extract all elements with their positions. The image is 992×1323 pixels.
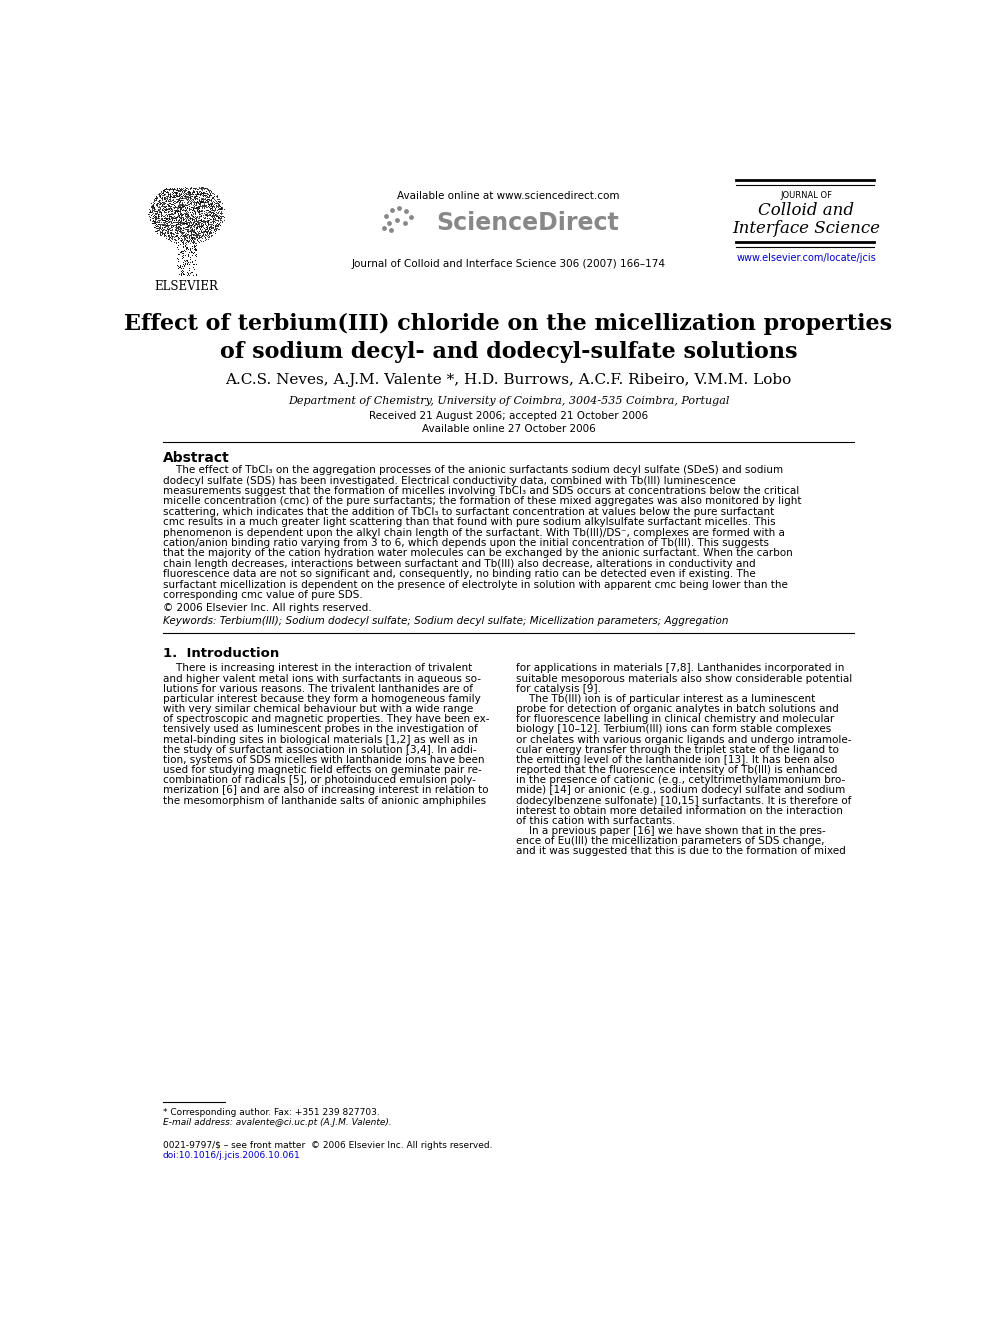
Text: 1.  Introduction: 1. Introduction (163, 647, 279, 660)
Text: JOURNAL OF: JOURNAL OF (780, 191, 832, 200)
Text: Interface Science: Interface Science (732, 221, 880, 237)
Text: the mesomorphism of lanthanide salts of anionic amphiphiles: the mesomorphism of lanthanide salts of … (163, 795, 486, 806)
Text: of this cation with surfactants.: of this cation with surfactants. (516, 816, 676, 826)
Text: cation/anion binding ratio varying from 3 to 6, which depends upon the initial c: cation/anion binding ratio varying from … (163, 538, 769, 548)
Text: Received 21 August 2006; accepted 21 October 2006: Received 21 August 2006; accepted 21 Oct… (369, 411, 648, 421)
Text: 0021-9797/$ – see front matter  © 2006 Elsevier Inc. All rights reserved.: 0021-9797/$ – see front matter © 2006 El… (163, 1140, 492, 1150)
Text: probe for detection of organic analytes in batch solutions and: probe for detection of organic analytes … (516, 704, 839, 714)
Text: * Corresponding author. Fax: +351 239 827703.: * Corresponding author. Fax: +351 239 82… (163, 1109, 380, 1117)
Text: particular interest because they form a homogeneous family: particular interest because they form a … (163, 695, 480, 704)
Text: of spectroscopic and magnetic properties. They have been ex-: of spectroscopic and magnetic properties… (163, 714, 489, 724)
Text: that the majority of the cation hydration water molecules can be exchanged by th: that the majority of the cation hydratio… (163, 548, 793, 558)
Text: The effect of TbCl₃ on the aggregation processes of the anionic surfactants sodi: The effect of TbCl₃ on the aggregation p… (163, 466, 783, 475)
Text: fluorescence data are not so significant and, consequently, no binding ratio can: fluorescence data are not so significant… (163, 569, 756, 579)
Text: Effect of terbium(III) chloride on the micellization properties
of sodium decyl-: Effect of terbium(III) chloride on the m… (124, 312, 893, 363)
Text: merization [6] and are also of increasing interest in relation to: merization [6] and are also of increasin… (163, 786, 488, 795)
Text: cmc results in a much greater light scattering than that found with pure sodium : cmc results in a much greater light scat… (163, 517, 776, 527)
Text: ence of Eu(III) the micellization parameters of SDS change,: ence of Eu(III) the micellization parame… (516, 836, 824, 847)
Text: www.elsevier.com/locate/jcis: www.elsevier.com/locate/jcis (736, 253, 876, 263)
Text: ELSEVIER: ELSEVIER (155, 280, 218, 294)
Text: for applications in materials [7,8]. Lanthanides incorporated in: for applications in materials [7,8]. Lan… (516, 664, 844, 673)
Text: In a previous paper [16] we have shown that in the pres-: In a previous paper [16] we have shown t… (516, 826, 826, 836)
Text: E-mail address: avalente@ci.uc.pt (A.J.M. Valente).: E-mail address: avalente@ci.uc.pt (A.J.M… (163, 1118, 392, 1127)
Text: Available online at www.sciencedirect.com: Available online at www.sciencedirect.co… (397, 191, 620, 201)
Text: surfactant micellization is dependent on the presence of electrolyte in solution: surfactant micellization is dependent on… (163, 579, 788, 590)
Text: in the presence of cationic (e.g., cetyltrimethylammonium bro-: in the presence of cationic (e.g., cetyl… (516, 775, 845, 786)
Text: A.C.S. Neves, A.J.M. Valente *, H.D. Burrows, A.C.F. Ribeiro, V.M.M. Lobo: A.C.S. Neves, A.J.M. Valente *, H.D. Bur… (225, 373, 792, 386)
Text: Journal of Colloid and Interface Science 306 (2007) 166–174: Journal of Colloid and Interface Science… (351, 259, 666, 269)
Text: combination of radicals [5], or photoinduced emulsion poly-: combination of radicals [5], or photoind… (163, 775, 476, 786)
Text: micelle concentration (cmc) of the pure surfactants; the formation of these mixe: micelle concentration (cmc) of the pure … (163, 496, 802, 507)
Text: tion, systems of SDS micelles with lanthanide ions have been: tion, systems of SDS micelles with lanth… (163, 755, 484, 765)
Text: corresponding cmc value of pure SDS.: corresponding cmc value of pure SDS. (163, 590, 362, 599)
Text: There is increasing interest in the interaction of trivalent: There is increasing interest in the inte… (163, 664, 472, 673)
Text: with very similar chemical behaviour but with a wide range: with very similar chemical behaviour but… (163, 704, 473, 714)
Text: phenomenon is dependent upon the alkyl chain length of the surfactant. With Tb(I: phenomenon is dependent upon the alkyl c… (163, 528, 785, 537)
Text: Colloid and: Colloid and (758, 202, 854, 218)
Text: mide) [14] or anionic (e.g., sodium dodecyl sulfate and sodium: mide) [14] or anionic (e.g., sodium dode… (516, 786, 845, 795)
Text: and it was suggested that this is due to the formation of mixed: and it was suggested that this is due to… (516, 847, 846, 856)
Text: doi:10.1016/j.jcis.2006.10.061: doi:10.1016/j.jcis.2006.10.061 (163, 1151, 301, 1160)
Text: the study of surfactant association in solution [3,4]. In addi-: the study of surfactant association in s… (163, 745, 476, 755)
Text: Department of Chemistry, University of Coimbra, 3004-535 Coimbra, Portugal: Department of Chemistry, University of C… (288, 396, 729, 406)
Text: suitable mesoporous materials also show considerable potential: suitable mesoporous materials also show … (516, 673, 852, 684)
Text: tensively used as luminescent probes in the investigation of: tensively used as luminescent probes in … (163, 725, 477, 734)
Text: for catalysis [9].: for catalysis [9]. (516, 684, 601, 693)
Text: biology [10–12]. Terbium(III) ions can form stable complexes: biology [10–12]. Terbium(III) ions can f… (516, 725, 831, 734)
Text: metal-binding sites in biological materials [1,2] as well as in: metal-binding sites in biological materi… (163, 734, 477, 745)
Text: dodecyl sulfate (SDS) has been investigated. Electrical conductivity data, combi: dodecyl sulfate (SDS) has been investiga… (163, 475, 735, 486)
Text: dodecylbenzene sulfonate) [10,15] surfactants. It is therefore of: dodecylbenzene sulfonate) [10,15] surfac… (516, 795, 851, 806)
Text: and higher valent metal ions with surfactants in aqueous so-: and higher valent metal ions with surfac… (163, 673, 481, 684)
Text: The Tb(III) ion is of particular interest as a luminescent: The Tb(III) ion is of particular interes… (516, 695, 815, 704)
Text: lutions for various reasons. The trivalent lanthanides are of: lutions for various reasons. The trivale… (163, 684, 473, 693)
Text: reported that the fluorescence intensity of Tb(III) is enhanced: reported that the fluorescence intensity… (516, 765, 837, 775)
Text: Available online 27 October 2006: Available online 27 October 2006 (422, 423, 595, 434)
Text: cular energy transfer through the triplet state of the ligand to: cular energy transfer through the triple… (516, 745, 839, 755)
Text: Keywords: Terbium(III); Sodium dodecyl sulfate; Sodium decyl sulfate; Micellizat: Keywords: Terbium(III); Sodium dodecyl s… (163, 617, 728, 626)
Text: used for studying magnetic field effects on geminate pair re-: used for studying magnetic field effects… (163, 765, 481, 775)
Text: chain length decreases, interactions between surfactant and Tb(III) also decreas: chain length decreases, interactions bet… (163, 558, 755, 569)
Text: ScienceDirect: ScienceDirect (436, 212, 619, 235)
Text: the emitting level of the lanthanide ion [13]. It has been also: the emitting level of the lanthanide ion… (516, 755, 834, 765)
Text: interest to obtain more detailed information on the interaction: interest to obtain more detailed informa… (516, 806, 843, 816)
Text: or chelates with various organic ligands and undergo intramole-: or chelates with various organic ligands… (516, 734, 852, 745)
Text: for fluorescence labelling in clinical chemistry and molecular: for fluorescence labelling in clinical c… (516, 714, 834, 724)
Text: scattering, which indicates that the addition of TbCl₃ to surfactant concentrati: scattering, which indicates that the add… (163, 507, 774, 517)
Text: Abstract: Abstract (163, 451, 229, 466)
Text: measurements suggest that the formation of micelles involving TbCl₃ and SDS occu: measurements suggest that the formation … (163, 486, 799, 496)
Text: © 2006 Elsevier Inc. All rights reserved.: © 2006 Elsevier Inc. All rights reserved… (163, 603, 371, 613)
